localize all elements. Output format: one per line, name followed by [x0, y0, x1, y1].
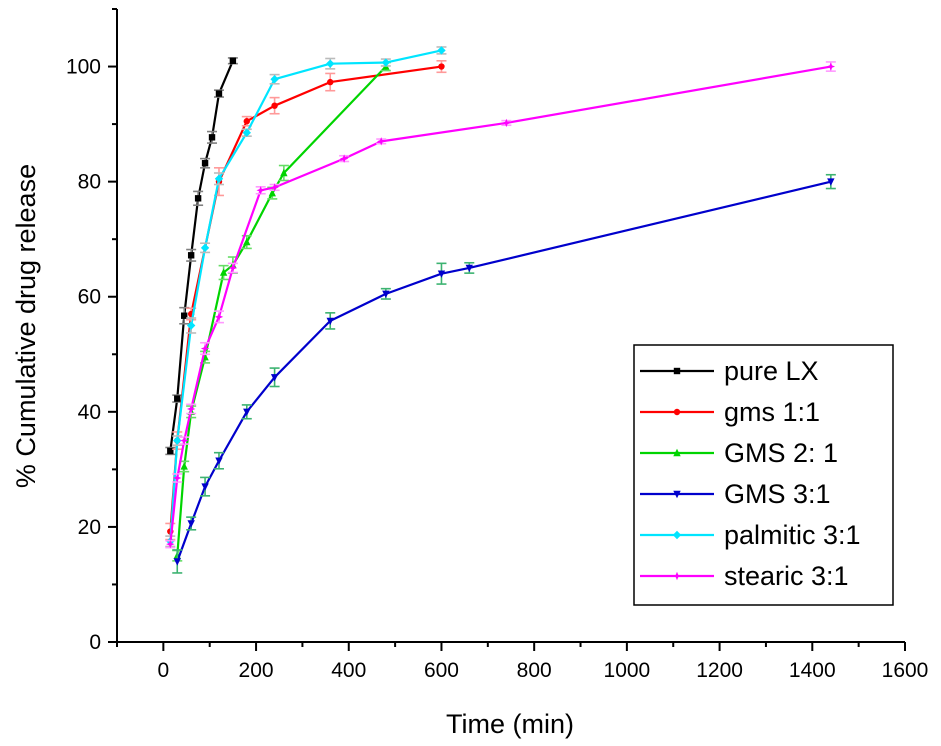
data-point [201, 160, 209, 167]
legend-item: GMS 2: 1 [640, 438, 838, 468]
y-tick-label: 60 [78, 286, 101, 309]
data-point [174, 395, 181, 402]
x-tick-label: 1000 [604, 659, 651, 682]
data-point [229, 57, 237, 64]
data-point [381, 58, 391, 67]
x-tick-label: 1600 [882, 659, 929, 682]
data-point [200, 243, 210, 253]
data-point [173, 436, 182, 445]
series-gms-1-1 [165, 59, 447, 541]
legend-item: GMS 3:1 [640, 479, 831, 509]
legend: pure LX gms 1:1 GMS 2: 1 GMS 3:1 palmitic 3:… [633, 344, 894, 606]
data-point [437, 270, 446, 278]
data-point [256, 186, 265, 195]
legend-box [633, 344, 894, 606]
x-tick-label: 800 [517, 659, 552, 682]
y-tick-label: 40 [78, 401, 101, 424]
data-point [219, 268, 228, 276]
data-point [215, 457, 223, 465]
data-point [465, 264, 473, 273]
x-tick-label: 1400 [789, 659, 836, 682]
data-point [270, 75, 279, 84]
data-point [502, 118, 511, 128]
data-point [243, 118, 250, 125]
data-point [167, 447, 174, 455]
series-line [176, 65, 387, 556]
y-axis-title: % Cumulative drug release [11, 164, 41, 488]
data-point [243, 237, 251, 246]
data-point [187, 520, 195, 528]
data-point [208, 134, 216, 141]
y-tick-label: 20 [78, 516, 101, 539]
series-layer [165, 46, 836, 574]
data-point [326, 317, 334, 326]
data-point [180, 462, 188, 470]
data-point [181, 312, 188, 319]
legend-swatch-marker [673, 367, 681, 375]
series-pure-lx [165, 57, 238, 456]
data-point [166, 539, 175, 549]
data-point [214, 174, 224, 183]
data-point [270, 183, 279, 192]
series-gms-3-1 [172, 173, 836, 574]
series-palmitic-3-1 [165, 46, 447, 548]
series-line [169, 49, 442, 542]
data-point [173, 473, 182, 483]
data-point [243, 408, 251, 417]
legend-label: GMS 2: 1 [724, 438, 838, 468]
data-point [187, 252, 195, 259]
data-point [339, 154, 349, 163]
legend-item: stearic 3:1 [640, 561, 849, 591]
legend-swatch-marker [672, 571, 682, 581]
series-stearic-3-1 [165, 61, 836, 549]
data-point [326, 59, 335, 68]
x-tick-label: 1200 [696, 659, 743, 682]
legend-swatch-marker [673, 408, 681, 416]
x-tick-label: 400 [331, 659, 366, 682]
data-point [827, 178, 835, 186]
data-point [268, 188, 276, 197]
legend-label: pure LX [724, 356, 819, 386]
legend-label: gms 1:1 [724, 397, 820, 427]
y-tick-label: 0 [89, 631, 101, 654]
data-point [186, 321, 196, 330]
legend-label: GMS 3:1 [724, 479, 831, 509]
data-point [180, 436, 189, 445]
axes: 0 200 400 600 800 1000 1200 1400 1600 0 20 40 60 80 10… [66, 8, 929, 682]
x-axis-title: Time (min) [446, 709, 574, 739]
data-point [200, 344, 210, 353]
y-tick-label: 100 [66, 56, 101, 79]
data-point [280, 168, 288, 177]
data-point [382, 290, 390, 299]
x-tick-label: 200 [239, 659, 274, 682]
legend-swatch-marker [672, 530, 682, 540]
data-point [186, 404, 196, 414]
data-point [327, 78, 334, 86]
data-point [194, 195, 202, 202]
legend-item: palmitic 3:1 [640, 520, 861, 550]
legend-label: palmitic 3:1 [724, 520, 861, 550]
data-point [173, 558, 181, 566]
legend-item: gms 1:1 [640, 397, 820, 427]
data-point [201, 483, 209, 491]
legend-swatch-marker [673, 490, 681, 499]
y-tick-label: 80 [78, 171, 101, 194]
data-point [214, 312, 224, 322]
data-point [437, 46, 446, 55]
legend-swatch-marker [673, 448, 681, 457]
legend-label: stearic 3:1 [724, 561, 849, 591]
data-point [242, 128, 251, 137]
data-point [270, 374, 279, 382]
x-tick-label: 0 [158, 659, 170, 682]
data-point [228, 263, 238, 273]
data-point [377, 137, 386, 146]
legend-item: pure LX [640, 356, 819, 386]
series-line [169, 60, 234, 452]
data-point [826, 62, 836, 71]
data-point [271, 102, 278, 109]
data-point [438, 63, 445, 70]
data-point [215, 90, 223, 97]
x-tick-label: 600 [424, 659, 459, 682]
